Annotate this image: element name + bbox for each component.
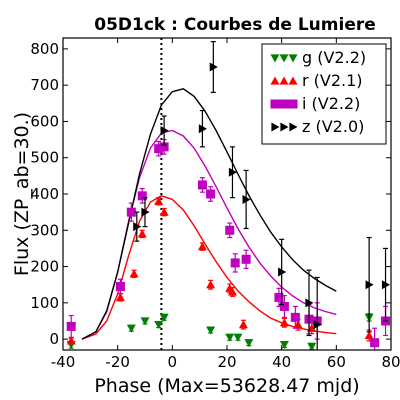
data-point-r [159,207,169,216]
plot-area [66,38,391,350]
data-point-i [206,189,216,199]
y-axis-label: Flux (ZP_ab=30.) [11,112,33,276]
legend-entry-r: r (V2.1) [270,71,363,90]
data-point-r [238,320,248,329]
data-point-z [160,126,169,136]
data-point-i [279,301,289,311]
legend-entry-i: i (V2.2) [270,94,360,113]
data-point-z [133,222,142,232]
data-point-r [227,287,237,296]
data-point-r [197,242,207,251]
data-point-g [126,324,136,333]
legend-marker-z [289,122,298,132]
data-point-g [279,340,289,350]
data-point-g [140,317,150,326]
chart-title: 05D1ck : Courbes de Lumiere [94,15,376,35]
data-point-z [198,124,207,134]
data-point-z [313,320,322,330]
legend-marker-r [270,76,280,85]
legend-marker-i [288,99,298,109]
x-tick-label: -40 [51,353,76,371]
y-tick-label: 100 [30,294,59,312]
y-tick-label: 0 [49,330,59,348]
y-tick-label: 500 [30,149,59,167]
legend-marker-z [280,122,289,132]
data-point-g [307,342,317,350]
data-point-i [159,142,169,152]
data-point-z [242,194,251,204]
plot-clip-region [66,38,391,350]
data-point-z [228,167,237,177]
legend-marker-g [288,54,298,63]
data-point-i [197,180,207,190]
data-point-g [244,339,254,348]
x-tick-label: 80 [381,353,400,371]
legend-label-g: g (V2.2) [302,48,366,67]
legend-entry-z: z (V2.0) [271,117,364,136]
legend-marker-r [279,76,289,85]
data-point-r [66,336,76,345]
data-point-z [209,62,218,72]
y-tick-label: 400 [30,185,59,203]
data-point-i [225,225,235,235]
fit-curve-z [81,88,337,340]
data-point-i [126,207,136,217]
legend-label-r: r (V2.1) [302,71,363,90]
data-point-i [274,292,284,302]
legend-marker-i [270,99,280,109]
legend-entry-g: g (V2.2) [270,48,366,67]
y-tick-label: 300 [30,221,59,239]
data-point-i [154,144,164,154]
data-point-z [278,267,287,277]
y-tick-label: 800 [30,40,59,58]
legend-marker-g [279,54,289,63]
legend: g (V2.2) r (V2.1) i (V2.2) z (V2.0) [261,43,387,145]
data-point-i [230,258,240,268]
data-point-r [137,229,147,238]
data-point-r [154,196,164,205]
data-point-i [66,321,76,331]
data-point-r [279,318,289,327]
y-tick-label: 200 [30,258,59,276]
legend-marker-r [288,76,298,85]
x-axis-label: Phase (Max=53628.47 mjd) [94,375,359,397]
legend-label-i: i (V2.2) [302,94,360,113]
data-point-z [365,280,374,290]
data-point-g [233,333,243,342]
data-point-z [305,298,314,308]
data-point-r [115,292,125,301]
legend-marker-g [270,54,280,63]
data-point-i [290,312,300,322]
data-point-g [206,326,216,335]
data-point-i [137,191,147,201]
data-point-r [129,269,139,278]
data-point-r [364,330,374,340]
data-point-z [141,207,150,217]
data-point-i [241,254,251,264]
x-tick-label: 20 [217,353,236,371]
data-point-i [370,338,380,348]
data-point-g [159,313,169,322]
legend-label-z: z (V2.0) [302,117,364,136]
x-tick-label: -20 [105,353,130,371]
legend-marker-z [271,122,280,132]
y-tick-label: 600 [30,112,59,130]
data-point-i [115,282,125,292]
y-tick-label: 700 [30,76,59,94]
x-tick-label: 60 [327,353,346,371]
data-point-r [206,280,216,289]
data-point-g [225,333,235,342]
x-tick-label: 0 [168,353,178,371]
fit-curve-i [81,129,337,340]
data-point-z [381,280,391,290]
legend-marker-i [279,99,289,109]
x-tick-label: 40 [272,353,291,371]
data-point-g [154,321,164,330]
